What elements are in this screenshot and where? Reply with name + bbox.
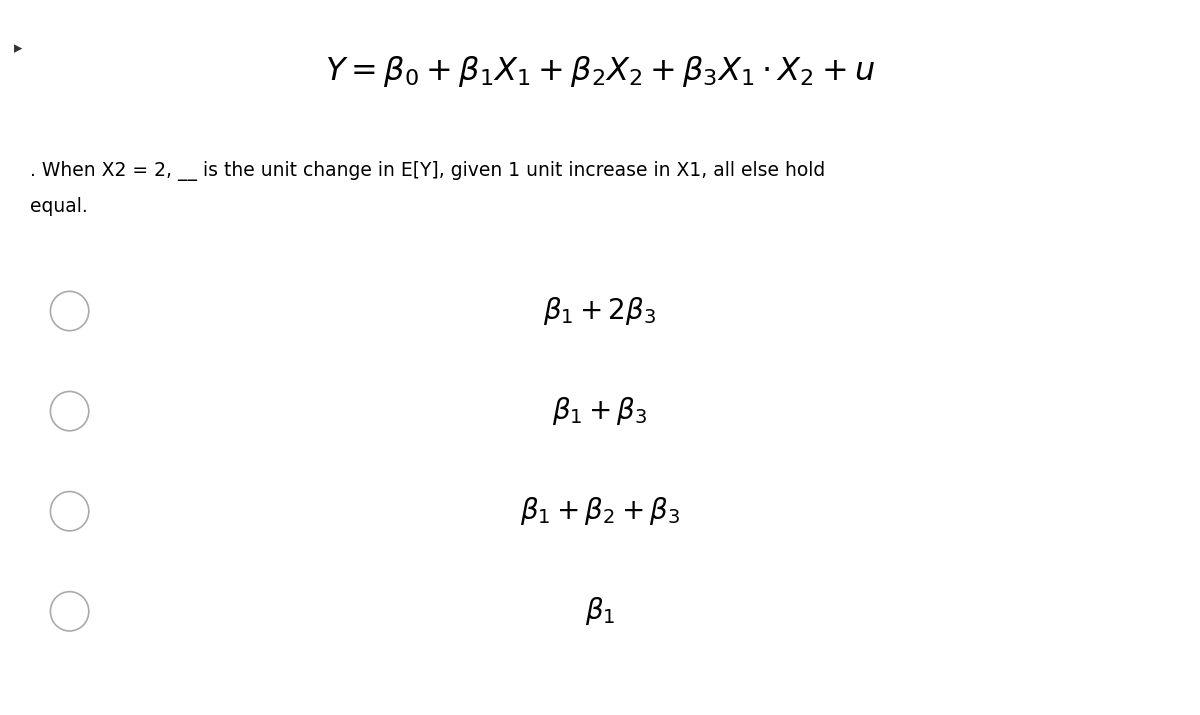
Ellipse shape — [50, 492, 89, 531]
Text: $\beta_1 + \beta_3$: $\beta_1 + \beta_3$ — [552, 395, 648, 427]
Text: . When X2 = 2, __ is the unit change in E[Y], given 1 unit increase in X1, all e: . When X2 = 2, __ is the unit change in … — [30, 161, 826, 181]
Text: equal.: equal. — [30, 197, 88, 216]
Ellipse shape — [50, 592, 89, 631]
Ellipse shape — [50, 392, 89, 430]
Text: $\beta_1 + 2\beta_3$: $\beta_1 + 2\beta_3$ — [544, 295, 656, 327]
Text: $Y = \beta_0 + \beta_1 X_1 + \beta_2 X_2 + \beta_3 X_1 \cdot X_2 + u$: $Y = \beta_0 + \beta_1 X_1 + \beta_2 X_2… — [325, 54, 875, 89]
Text: $\beta_1 + \beta_2 + \beta_3$: $\beta_1 + \beta_2 + \beta_3$ — [520, 495, 680, 527]
Ellipse shape — [50, 292, 89, 331]
Text: $\beta_1$: $\beta_1$ — [584, 596, 616, 627]
Text: ▸: ▸ — [14, 39, 23, 57]
